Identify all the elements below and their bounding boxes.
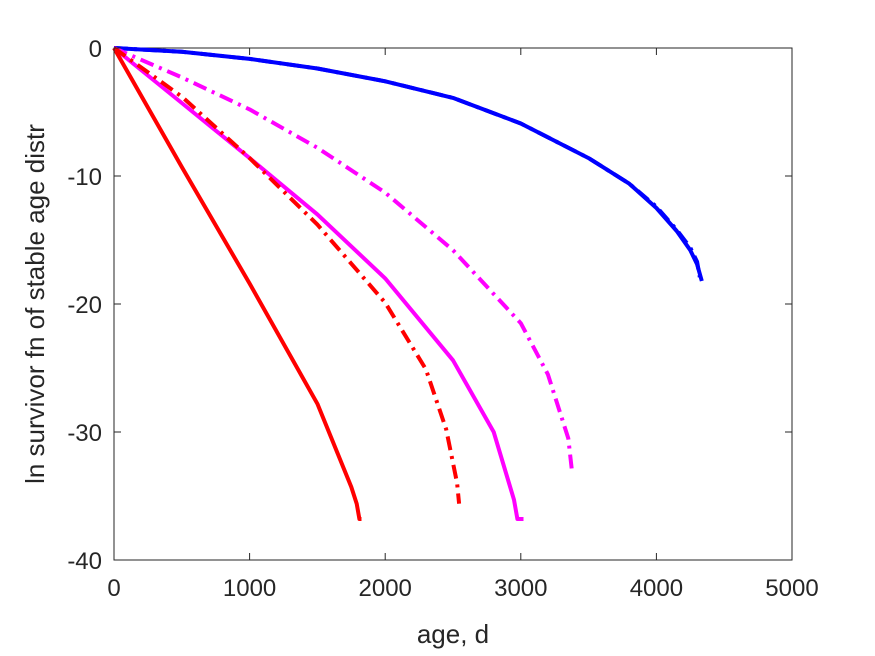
y-tick-label: -40: [67, 548, 102, 575]
y-axis-label: ln survivor fn of stable age distr: [20, 124, 50, 484]
y-tick-label: -20: [67, 292, 102, 319]
series-line-1: [113, 46, 702, 278]
series-line-3: [112, 46, 524, 521]
x-tick-label: 1000: [223, 575, 276, 602]
y-tick-label: 0: [89, 36, 102, 63]
x-axis-label: age, d: [417, 619, 489, 649]
series-layer: [112, 46, 704, 521]
series-line-2: [113, 46, 575, 475]
x-tick-label: 0: [107, 575, 120, 602]
x-tick-label: 4000: [630, 575, 683, 602]
y-tick-label: -30: [67, 420, 102, 447]
plot-area: [113, 47, 793, 561]
ticks-layer: 0 1000 2000 3000 4000 5000 0 -10 -20 -30 -40: [67, 36, 818, 602]
series-line-4: [112, 46, 462, 504]
series-line-5: [112, 47, 362, 521]
x-tick-label: 2000: [359, 575, 412, 602]
plot-frame: [113, 47, 793, 561]
x-tick-label: 3000: [494, 575, 547, 602]
x-tick-label: 5000: [765, 575, 818, 602]
y-tick-label: -10: [67, 164, 102, 191]
